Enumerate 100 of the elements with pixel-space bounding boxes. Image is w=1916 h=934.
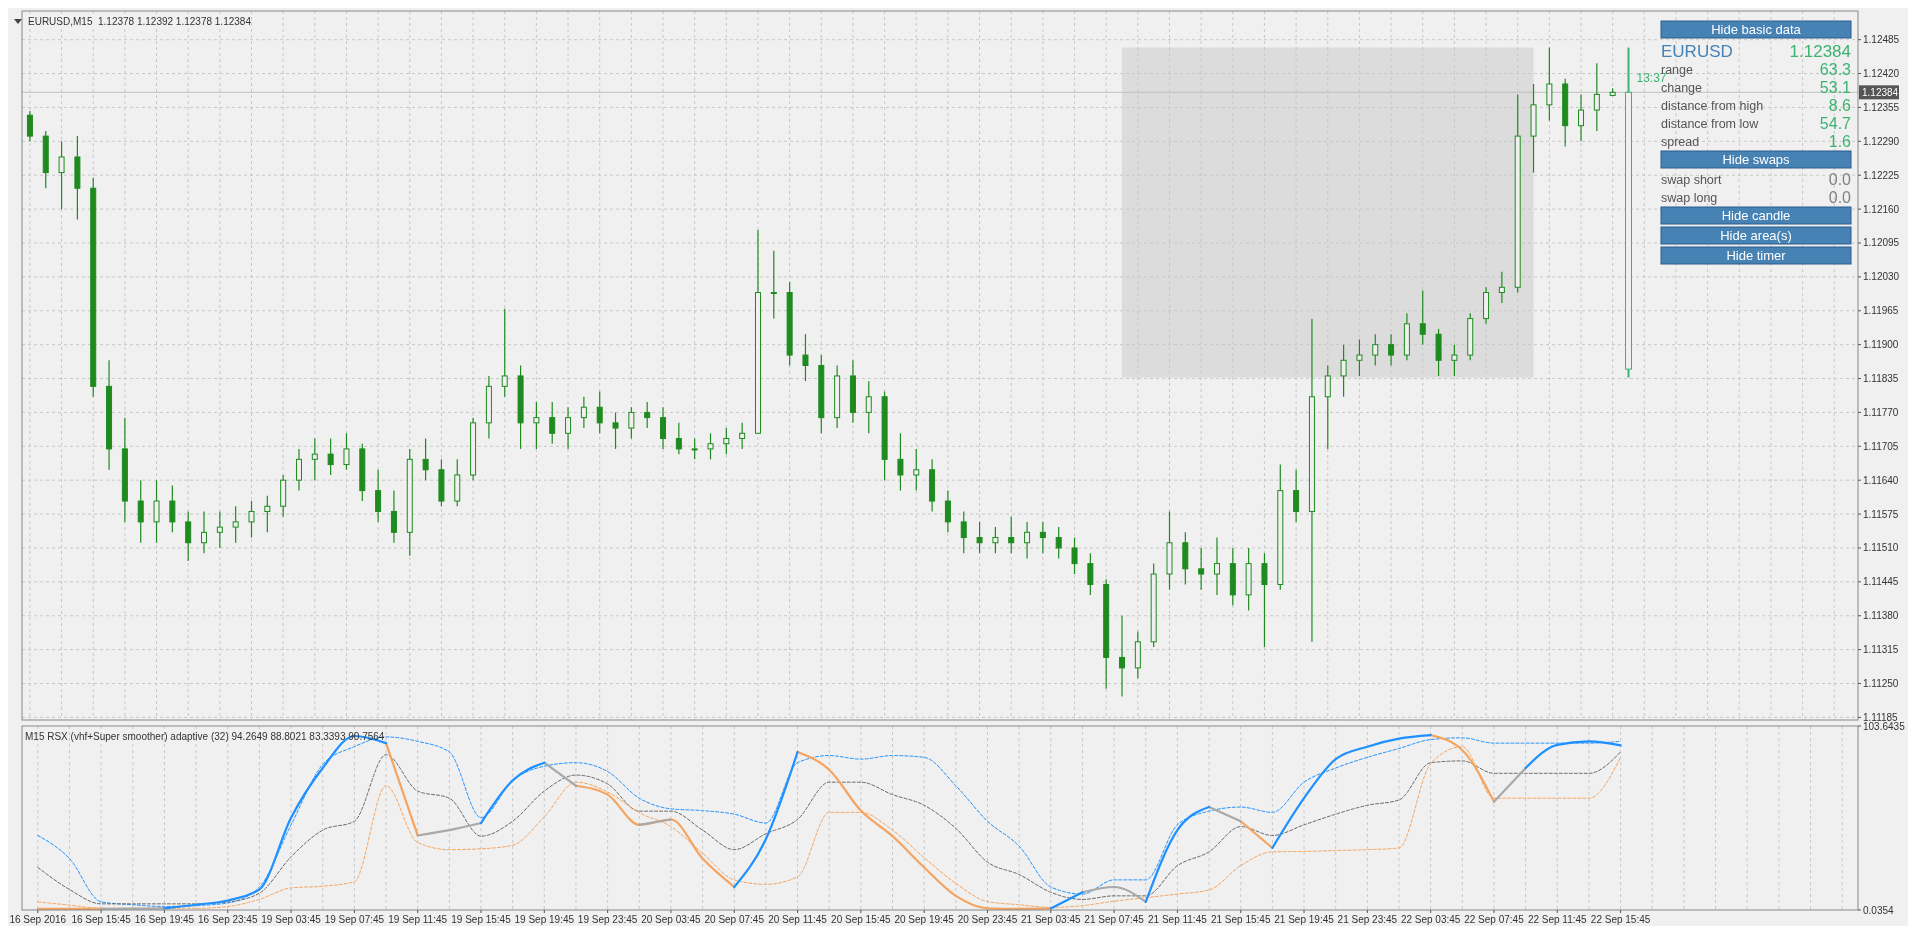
x-tick-label: 19 Sep 19:45 [514, 914, 575, 925]
y-tick-label: 1.11835 [1863, 373, 1899, 385]
category-label: spread [1661, 135, 1700, 149]
candlestick [580, 396, 587, 429]
x-tick-label: 16 Sep 23:45 [198, 914, 258, 925]
text: 1.6 [1828, 133, 1851, 150]
x-tick-label: 20 Sep 15:45 [831, 914, 892, 925]
x-tick-label: 22 Sep 11:45 [1527, 914, 1588, 925]
y-tick-label: 1.11705 [1863, 440, 1899, 452]
text: EURUSD,M15 1.12378 1.12392 1.12378 1.12384 [28, 16, 252, 27]
x-tick-label: 21 Sep 15:45 [1210, 914, 1271, 925]
x-tick-label: 22 Sep 07:45 [1464, 914, 1525, 925]
x-tick-label: 16 Sep 2016 [9, 914, 67, 925]
candlestick [264, 495, 271, 533]
category-label: change [1661, 81, 1703, 95]
candlestick [1593, 62, 1600, 132]
candlestick [992, 526, 999, 554]
candlestick [565, 406, 572, 450]
y-tick-label: 1.11380 [1863, 610, 1899, 622]
candlestick [1498, 271, 1505, 304]
candlestick [295, 448, 302, 492]
x-tick-label: 20 Sep 19:45 [894, 914, 955, 925]
x-tick-label: 16 Sep 15:45 [71, 914, 132, 925]
candlestick [1388, 333, 1395, 367]
candlestick [153, 479, 160, 544]
y-tick-label: 1.12420 [1863, 68, 1900, 80]
annotation: Hide area(s) [1720, 228, 1792, 243]
candlestick [739, 422, 746, 450]
y-tick-label: 1.11315 [1863, 644, 1899, 656]
candlestick [1039, 521, 1046, 554]
button: Hide timer [1660, 246, 1852, 265]
text: 1.12384 [1789, 42, 1851, 61]
candlestick [1293, 469, 1300, 523]
candlestick [1356, 338, 1363, 377]
y-tick-label: 1.12030 [1863, 271, 1900, 283]
x-tick-label: 22 Sep 03:45 [1400, 914, 1461, 925]
candlestick [644, 401, 651, 429]
x-tick-label: 19 Sep 23:45 [577, 914, 638, 925]
x-tick-label: 19 Sep 15:45 [451, 914, 512, 925]
x-tick-label: 19 Sep 03:45 [261, 914, 322, 925]
candlestick [1213, 536, 1220, 596]
x-tick-label: 19 Sep 07:45 [324, 914, 385, 925]
candlestick [185, 510, 192, 562]
candlestick [1008, 516, 1015, 554]
x-tick-label: 20 Sep 11:45 [768, 914, 828, 925]
text: 0.0 [1828, 171, 1851, 188]
candlestick [137, 479, 144, 544]
x-tick-label: 19 Sep 11:45 [388, 914, 448, 925]
ref-line-label: 1.12384 [1862, 86, 1899, 98]
candlestick [976, 521, 983, 554]
button: Hide swaps [1660, 150, 1852, 169]
candlestick [201, 510, 208, 554]
candlestick [1340, 344, 1347, 398]
candlestick [660, 406, 667, 450]
y-tick-label: 103.6435 [1863, 720, 1906, 732]
candlestick [612, 411, 619, 450]
candlestick [691, 437, 698, 460]
y-tick-label: 1.11510 [1863, 542, 1899, 554]
candlestick [1055, 526, 1062, 559]
y-tick-label: 1.11575 [1863, 508, 1899, 520]
x-tick-label: 20 Sep 07:45 [704, 914, 765, 925]
candlestick [1451, 344, 1458, 377]
text: 8.6 [1828, 97, 1851, 114]
candlestick [390, 490, 397, 544]
candlestick [169, 484, 176, 533]
category-label: distance from low [1661, 117, 1760, 131]
candlestick [216, 510, 223, 549]
annotation: Hide timer [1726, 248, 1787, 263]
candlestick [533, 401, 540, 450]
candlestick [802, 333, 809, 382]
candlestick [1087, 552, 1094, 596]
candlestick [1419, 289, 1426, 346]
y-tick-label: 1.12355 [1863, 101, 1900, 113]
candlestick [675, 422, 682, 455]
category-label: swap short [1661, 173, 1722, 187]
candlestick [1198, 547, 1205, 591]
y-tick-label: 1.11770 [1863, 406, 1899, 418]
candlestick [960, 510, 967, 554]
candlestick [596, 390, 603, 434]
y-tick-label: 1.11965 [1863, 305, 1899, 317]
candlestick [1546, 46, 1553, 122]
y-tick-label: 1.12225 [1863, 169, 1900, 181]
candlestick [311, 437, 318, 481]
candlestick [944, 490, 951, 533]
candlestick [1024, 521, 1031, 559]
candlestick [422, 437, 429, 481]
candlestick [1324, 364, 1331, 450]
candlestick [248, 500, 255, 539]
y-tick-label: 1.12095 [1863, 237, 1900, 249]
category-label: swap long [1661, 191, 1718, 205]
x-tick-label: 20 Sep 23:45 [957, 914, 1018, 925]
y-tick-label: 1.12485 [1863, 34, 1900, 46]
candlestick [1578, 93, 1585, 142]
text: 63.3 [1819, 61, 1851, 78]
x-tick-label: 22 Sep 15:45 [1590, 914, 1651, 925]
candlestick [1071, 536, 1078, 575]
y-tick-label: 1.12160 [1863, 203, 1900, 215]
button: Hide basic data [1660, 20, 1852, 39]
candlestick [628, 406, 635, 440]
category-label: EURUSD [1661, 42, 1733, 61]
